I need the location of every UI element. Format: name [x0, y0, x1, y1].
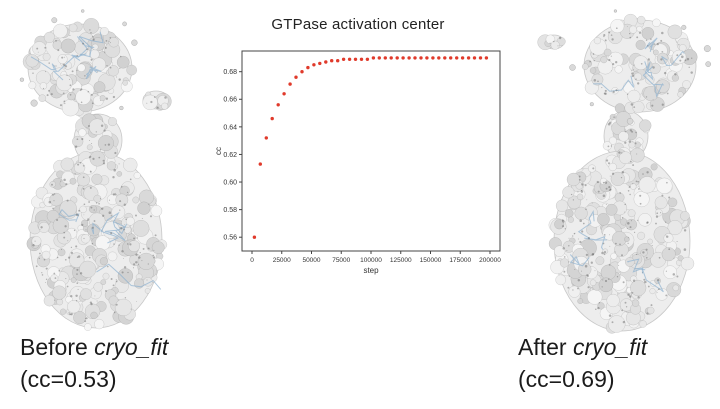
svg-text:75000: 75000	[332, 257, 350, 264]
svg-text:cc: cc	[214, 147, 223, 155]
svg-text:0.64: 0.64	[223, 124, 237, 131]
caption-text: Before	[20, 334, 95, 360]
chart-title: GTPase activation center	[271, 16, 445, 33]
svg-text:25000: 25000	[273, 257, 291, 264]
before-caption-cc: (cc=0.53)	[20, 366, 117, 393]
svg-text:0.66: 0.66	[223, 97, 237, 104]
svg-text:0.56: 0.56	[223, 235, 237, 242]
cryoem-map-before	[19, 9, 172, 331]
svg-text:125000: 125000	[390, 257, 412, 264]
svg-text:200000: 200000	[479, 257, 501, 264]
svg-text:0.68: 0.68	[223, 69, 237, 76]
svg-text:0.58: 0.58	[223, 207, 237, 214]
svg-text:0: 0	[250, 257, 254, 264]
svg-text:150000: 150000	[420, 257, 442, 264]
after-caption: After cryo_fit (cc=0.69)	[518, 331, 647, 395]
after-caption-line1: After cryo_fit	[518, 331, 647, 363]
scatter-plot: 0 25000 50000 75000 100000 125000 150000 175000…	[214, 50, 501, 275]
before-caption-line1: Before cryo_fit	[20, 331, 168, 363]
caption-italic-text: cryo_fit	[94, 334, 169, 360]
caption-text: After	[518, 334, 573, 360]
svg-text:0.60: 0.60	[223, 179, 237, 186]
before-caption: Before cryo_fit (cc=0.53)	[20, 331, 168, 395]
after-caption-cc: (cc=0.69)	[518, 366, 615, 393]
svg-text:175000: 175000	[449, 257, 471, 264]
caption-italic-text: cryo_fit	[572, 334, 648, 360]
svg-text:step: step	[363, 266, 379, 275]
svg-text:100000: 100000	[360, 257, 382, 264]
cryoem-map-after	[537, 9, 711, 334]
cc-chart: GTPase activation center 0 25000 50000 7500…	[212, 16, 504, 284]
svg-text:0.62: 0.62	[223, 152, 237, 159]
svg-text:50000: 50000	[302, 257, 320, 264]
